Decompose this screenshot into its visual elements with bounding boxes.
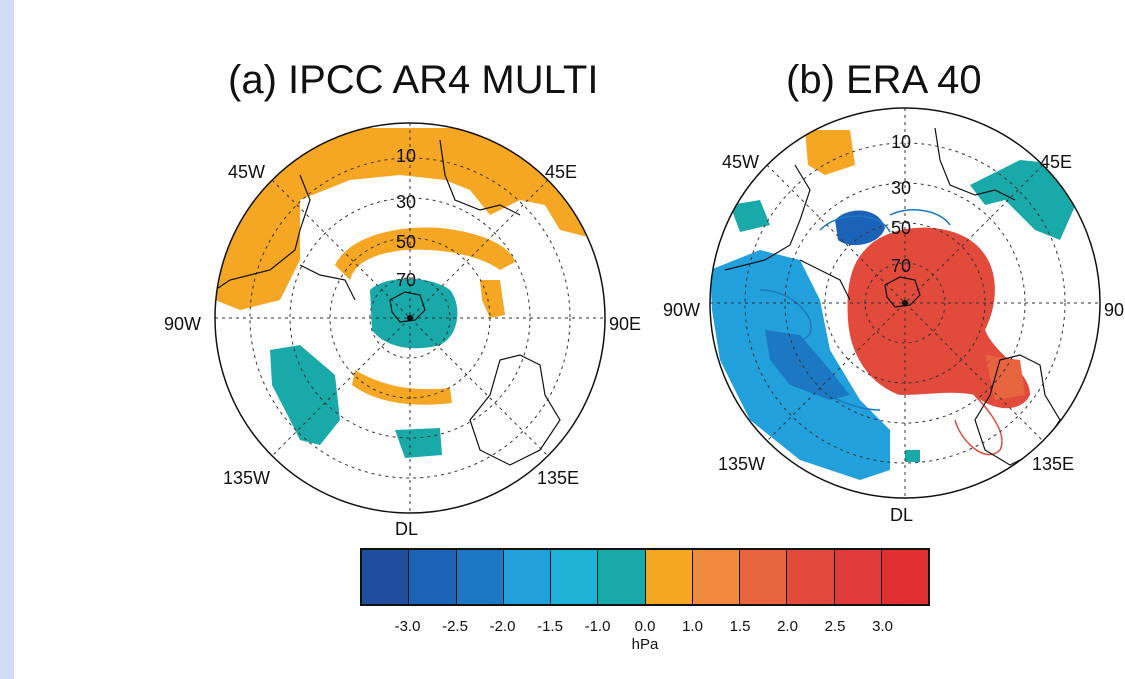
colorbar-swatch (456, 550, 504, 604)
panel-b-map: 45W 45E 90W 90 135W 135E DL 10 30 50 70 (663, 107, 1124, 525)
panel-a-lon-dl: DL (395, 519, 418, 539)
panel-b-negative-region (905, 450, 920, 462)
panel-b-negative-region (730, 200, 770, 232)
panel-b-lon-45e: 45E (1040, 152, 1072, 172)
colorbar-swatch (645, 550, 693, 604)
panel-b-lon-dl: DL (890, 505, 913, 525)
panel-a-lon-90e: 90E (609, 314, 641, 334)
panel-a-positive-region (335, 227, 515, 280)
panel-a-negative-region (370, 278, 458, 349)
panel-a-map: 45W 45E 90W 90E 135W 135E DL 10 30 50 70 (164, 122, 641, 539)
colorbar-swatch (551, 550, 599, 604)
colorbar-tick-label: -2.0 (489, 618, 516, 635)
panel-b-title: (b) ERA 40 (786, 58, 982, 102)
colorbar-tick-label: 1.5 (729, 618, 751, 635)
panel-a-lon-45e: 45E (545, 162, 577, 182)
colorbar-swatch (740, 550, 788, 604)
panel-b-lon-90e: 90 (1104, 300, 1124, 320)
colorbar-tick-label: -2.5 (442, 618, 468, 635)
colorbar (360, 548, 930, 606)
panel-b-lat-50: 50 (891, 218, 911, 238)
colorbar-swatch (598, 550, 646, 604)
colorbar-swatch (409, 550, 457, 604)
panel-a-positive-region (352, 370, 452, 405)
slide-left-strip (0, 0, 14, 679)
panel-a-lon-90w: 90W (164, 314, 201, 334)
colorbar-tick-label: 3.0 (872, 618, 893, 635)
colorbar-swatch (834, 550, 882, 604)
panel-b-lon-90w: 90W (663, 300, 700, 320)
panel-a-negative-region (270, 345, 340, 445)
colorbar-tick-label: -1.0 (584, 618, 611, 635)
panel-a-title: (a) IPCC AR4 MULTI (228, 58, 599, 102)
panel-b-negative-region (970, 160, 1080, 240)
colorbar-swatch (881, 550, 928, 604)
panel-b-negative-region (765, 330, 850, 400)
colorbar-tick-label: -1.5 (537, 618, 563, 635)
colorbar-unit: hPa (631, 636, 659, 653)
panel-b-positive-region (847, 227, 1030, 409)
colorbar-swatch (503, 550, 551, 604)
panel-b-lat-30: 30 (891, 178, 911, 198)
panel-b-lon-45w: 45W (722, 152, 759, 172)
panel-a-lat-10: 10 (396, 146, 416, 166)
panel-a-lat-70: 70 (396, 270, 416, 290)
colorbar-tick-label: 0.0 (634, 618, 656, 635)
colorbar-swatch (362, 550, 410, 604)
panel-a-lon-135e: 135E (537, 468, 579, 488)
panel-b-lat-10: 10 (891, 132, 911, 152)
colorbar-tick-label: 1.0 (682, 618, 703, 635)
panel-a-lat-30: 30 (396, 192, 416, 212)
panel-b-lon-135e: 135E (1032, 454, 1074, 474)
colorbar-tick-label: 2.5 (824, 618, 846, 635)
panel-a-positive-region (480, 280, 505, 318)
colorbar-swatch (692, 550, 740, 604)
panel-b-positive-region (985, 355, 1025, 400)
colorbar-tick-label: -3.0 (394, 618, 421, 635)
panel-b-lat-70: 70 (891, 256, 911, 276)
panel-b-negative-region (835, 210, 885, 246)
panel-a-lat-50: 50 (396, 232, 416, 252)
panel-a-negative-region (395, 428, 442, 458)
colorbar-tick-label: 2.0 (777, 618, 798, 635)
panel-a-lon-45w: 45W (228, 162, 265, 182)
panel-b-positive-region (805, 130, 855, 175)
panel-b-lon-135w: 135W (718, 454, 765, 474)
panel-a-lon-135w: 135W (223, 468, 270, 488)
colorbar-swatch (787, 550, 835, 604)
